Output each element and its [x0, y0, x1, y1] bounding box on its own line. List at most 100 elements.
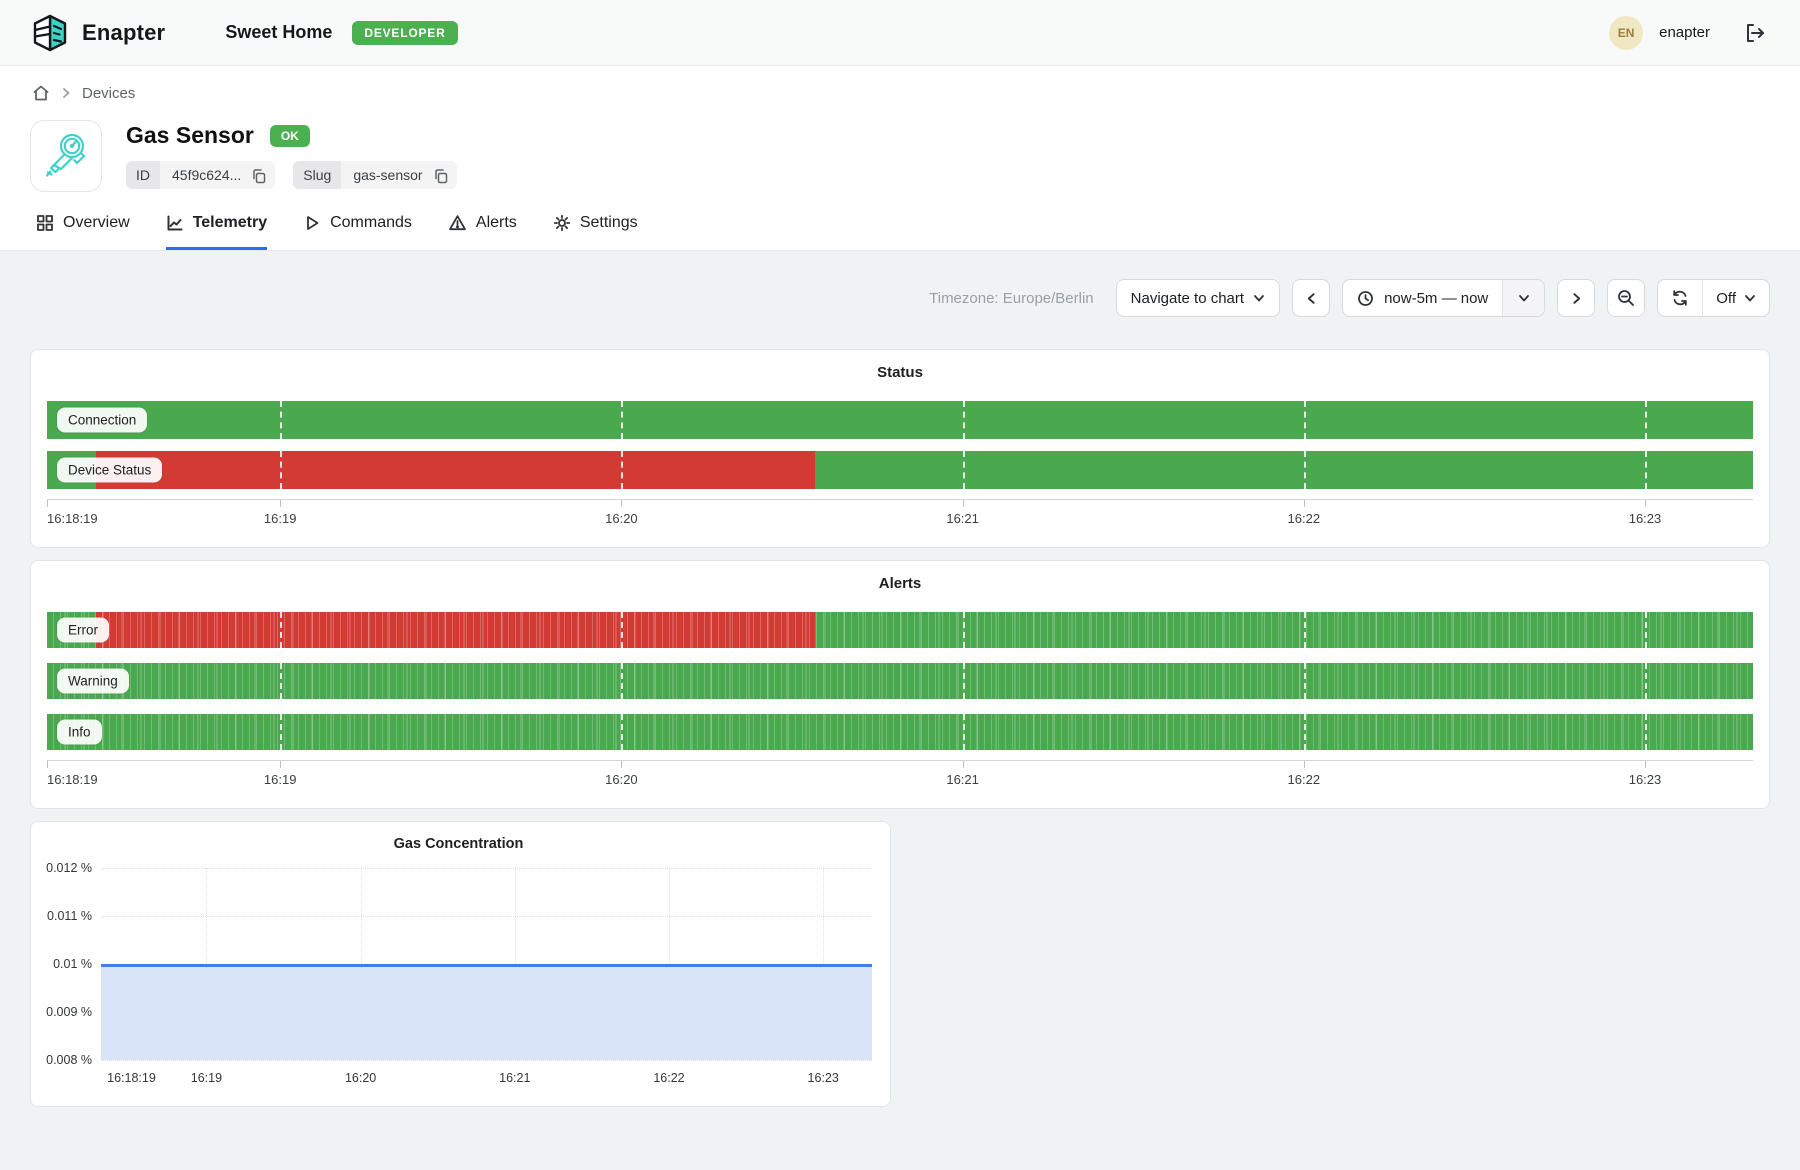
brand-name: Enapter — [82, 19, 166, 45]
copy-slug-button[interactable] — [431, 166, 457, 184]
chart-toolbar: Timezone: Europe/Berlin Navigate to char… — [30, 279, 1770, 317]
axis-tick — [47, 761, 48, 768]
axis-tick-label: 16:21 — [946, 772, 979, 787]
tab-label: Overview — [63, 214, 130, 231]
gridline-horizontal — [101, 1060, 872, 1061]
timeline-bar[interactable]: Warning — [47, 663, 1753, 699]
tab-commands[interactable]: Commands — [303, 214, 412, 250]
axis-tick — [280, 761, 282, 768]
time-range-picker[interactable]: now-5m — now — [1342, 279, 1546, 317]
gridline-horizontal — [101, 916, 872, 917]
gridline — [1645, 663, 1647, 699]
device-tabs: Overview Telemetry Commands — [30, 198, 1770, 250]
gridline — [280, 401, 283, 439]
logout-button[interactable] — [1740, 18, 1770, 48]
navigate-to-chart-label: Navigate to chart — [1130, 289, 1245, 307]
timeline-bar[interactable]: Connection — [47, 401, 1753, 439]
chevron-down-icon — [1253, 292, 1265, 304]
timezone-label: Timezone: Europe/Berlin — [929, 289, 1094, 307]
timeline-row: Info — [47, 714, 1753, 750]
axis-tick — [47, 500, 48, 507]
env-badge: DEVELOPER — [352, 20, 458, 45]
tab-alerts[interactable]: Alerts — [448, 214, 517, 250]
copy-id-button[interactable] — [249, 166, 275, 184]
autorefresh-group: Off — [1657, 279, 1770, 317]
autorefresh-interval-button[interactable]: Off — [1702, 280, 1769, 316]
breadcrumb-devices[interactable]: Devices — [82, 84, 136, 102]
copy-icon — [251, 168, 267, 184]
gridline — [962, 612, 965, 648]
gridline — [1645, 612, 1647, 648]
timeline-bar[interactable]: Error — [47, 612, 1753, 648]
time-range-label: now-5m — now — [1384, 289, 1489, 307]
y-axis-tick-label: 0.008 % — [46, 1053, 92, 1067]
timeline-row: Error — [47, 612, 1753, 648]
gridline — [962, 663, 965, 699]
series-label-chip: Device Status — [57, 457, 163, 483]
tab-label: Settings — [579, 214, 638, 231]
status-badge: OK — [269, 124, 310, 147]
gridline — [621, 714, 624, 750]
gridline — [280, 612, 283, 648]
timeline-segment-error — [96, 451, 815, 489]
page-title: Gas Sensor — [126, 122, 254, 148]
play-icon — [303, 214, 321, 232]
timeline-segment-ok — [47, 401, 1753, 439]
gas-plot-area[interactable]: 0.012 % 0.011 % 0.01 % 0.009 % 0.008 % — [46, 861, 872, 1067]
axis-tick-label: 16:20 — [605, 772, 638, 787]
status-chart-panel: Status Connection Device Status 16:18:19 1… — [30, 349, 1770, 548]
stripe-texture — [47, 612, 1753, 648]
timeline-segment-ok — [47, 714, 1753, 750]
chart-title: Status — [877, 364, 923, 381]
copy-icon — [433, 168, 449, 184]
chart-line-icon — [166, 214, 184, 232]
axis-tick-label: 16:19 — [263, 511, 297, 526]
refresh-button[interactable] — [1658, 280, 1702, 316]
gridline — [1645, 714, 1647, 750]
alert-triangle-icon — [448, 214, 467, 232]
time-range-back-button[interactable] — [1292, 279, 1331, 317]
axis-tick-label: 16:20 — [344, 1071, 377, 1085]
gridline-horizontal — [101, 868, 872, 869]
tab-settings[interactable]: Settings — [553, 214, 638, 250]
device-slug-value: gas-sensor — [353, 167, 423, 183]
avatar[interactable]: EN — [1609, 15, 1644, 50]
gas-concentration-panel: Gas Concentration 0.012 % 0.011 % 0.01 % 0.… — [30, 821, 891, 1107]
axis-tick-label: 16:19 — [263, 772, 297, 787]
tab-telemetry[interactable]: Telemetry — [165, 214, 268, 250]
zoom-out-button[interactable] — [1607, 279, 1646, 317]
axis-tick-label: 16:21 — [946, 511, 979, 526]
breadcrumb: Devices — [30, 66, 1770, 116]
timeline-segment-error — [96, 612, 815, 648]
time-range-caret[interactable] — [1502, 280, 1545, 316]
alerts-x-axis: 16:18:19 16:19 16:20 16:21 16:22 16:23 — [47, 760, 1753, 796]
home-icon[interactable] — [32, 84, 50, 102]
stripe-texture — [47, 663, 1753, 699]
axis-tick-label: 16:18:19 — [47, 772, 98, 787]
y-axis-tick-label: 0.009 % — [46, 1005, 92, 1019]
gear-icon — [553, 214, 571, 232]
username[interactable]: enapter — [1659, 24, 1710, 41]
chevron-right-icon — [1570, 292, 1583, 305]
axis-tick — [1303, 761, 1305, 768]
timeline-bar[interactable]: Device Status — [47, 451, 1753, 489]
navigate-to-chart-button[interactable]: Navigate to chart — [1115, 279, 1281, 317]
device-subheader: Devices Gas Sensor OK — [0, 66, 1800, 251]
grid-icon — [36, 214, 54, 232]
app-header: Enapter Sweet Home DEVELOPER EN enapter — [0, 0, 1800, 66]
axis-tick-label: 16:18:19 — [47, 511, 98, 526]
tab-overview[interactable]: Overview — [36, 214, 130, 250]
axis-tick-label: 16:18:19 — [107, 1071, 156, 1085]
axis-tick-label: 16:23 — [1628, 511, 1662, 526]
axis-tick-label: 16:22 — [653, 1071, 685, 1085]
time-range-forward-button[interactable] — [1557, 279, 1596, 317]
axis-tick-label: 16:20 — [605, 511, 638, 526]
stripe-texture — [47, 714, 1753, 750]
axis-tick — [1303, 500, 1305, 507]
timeline-bar[interactable]: Info — [47, 714, 1753, 750]
refresh-icon — [1671, 289, 1689, 307]
timeline-segment-ok — [814, 451, 1753, 489]
timeline-row: Device Status — [47, 451, 1753, 489]
axis-tick-label: 16:23 — [1628, 772, 1662, 787]
device-id-chip: ID 45f9c624... — [126, 161, 276, 189]
